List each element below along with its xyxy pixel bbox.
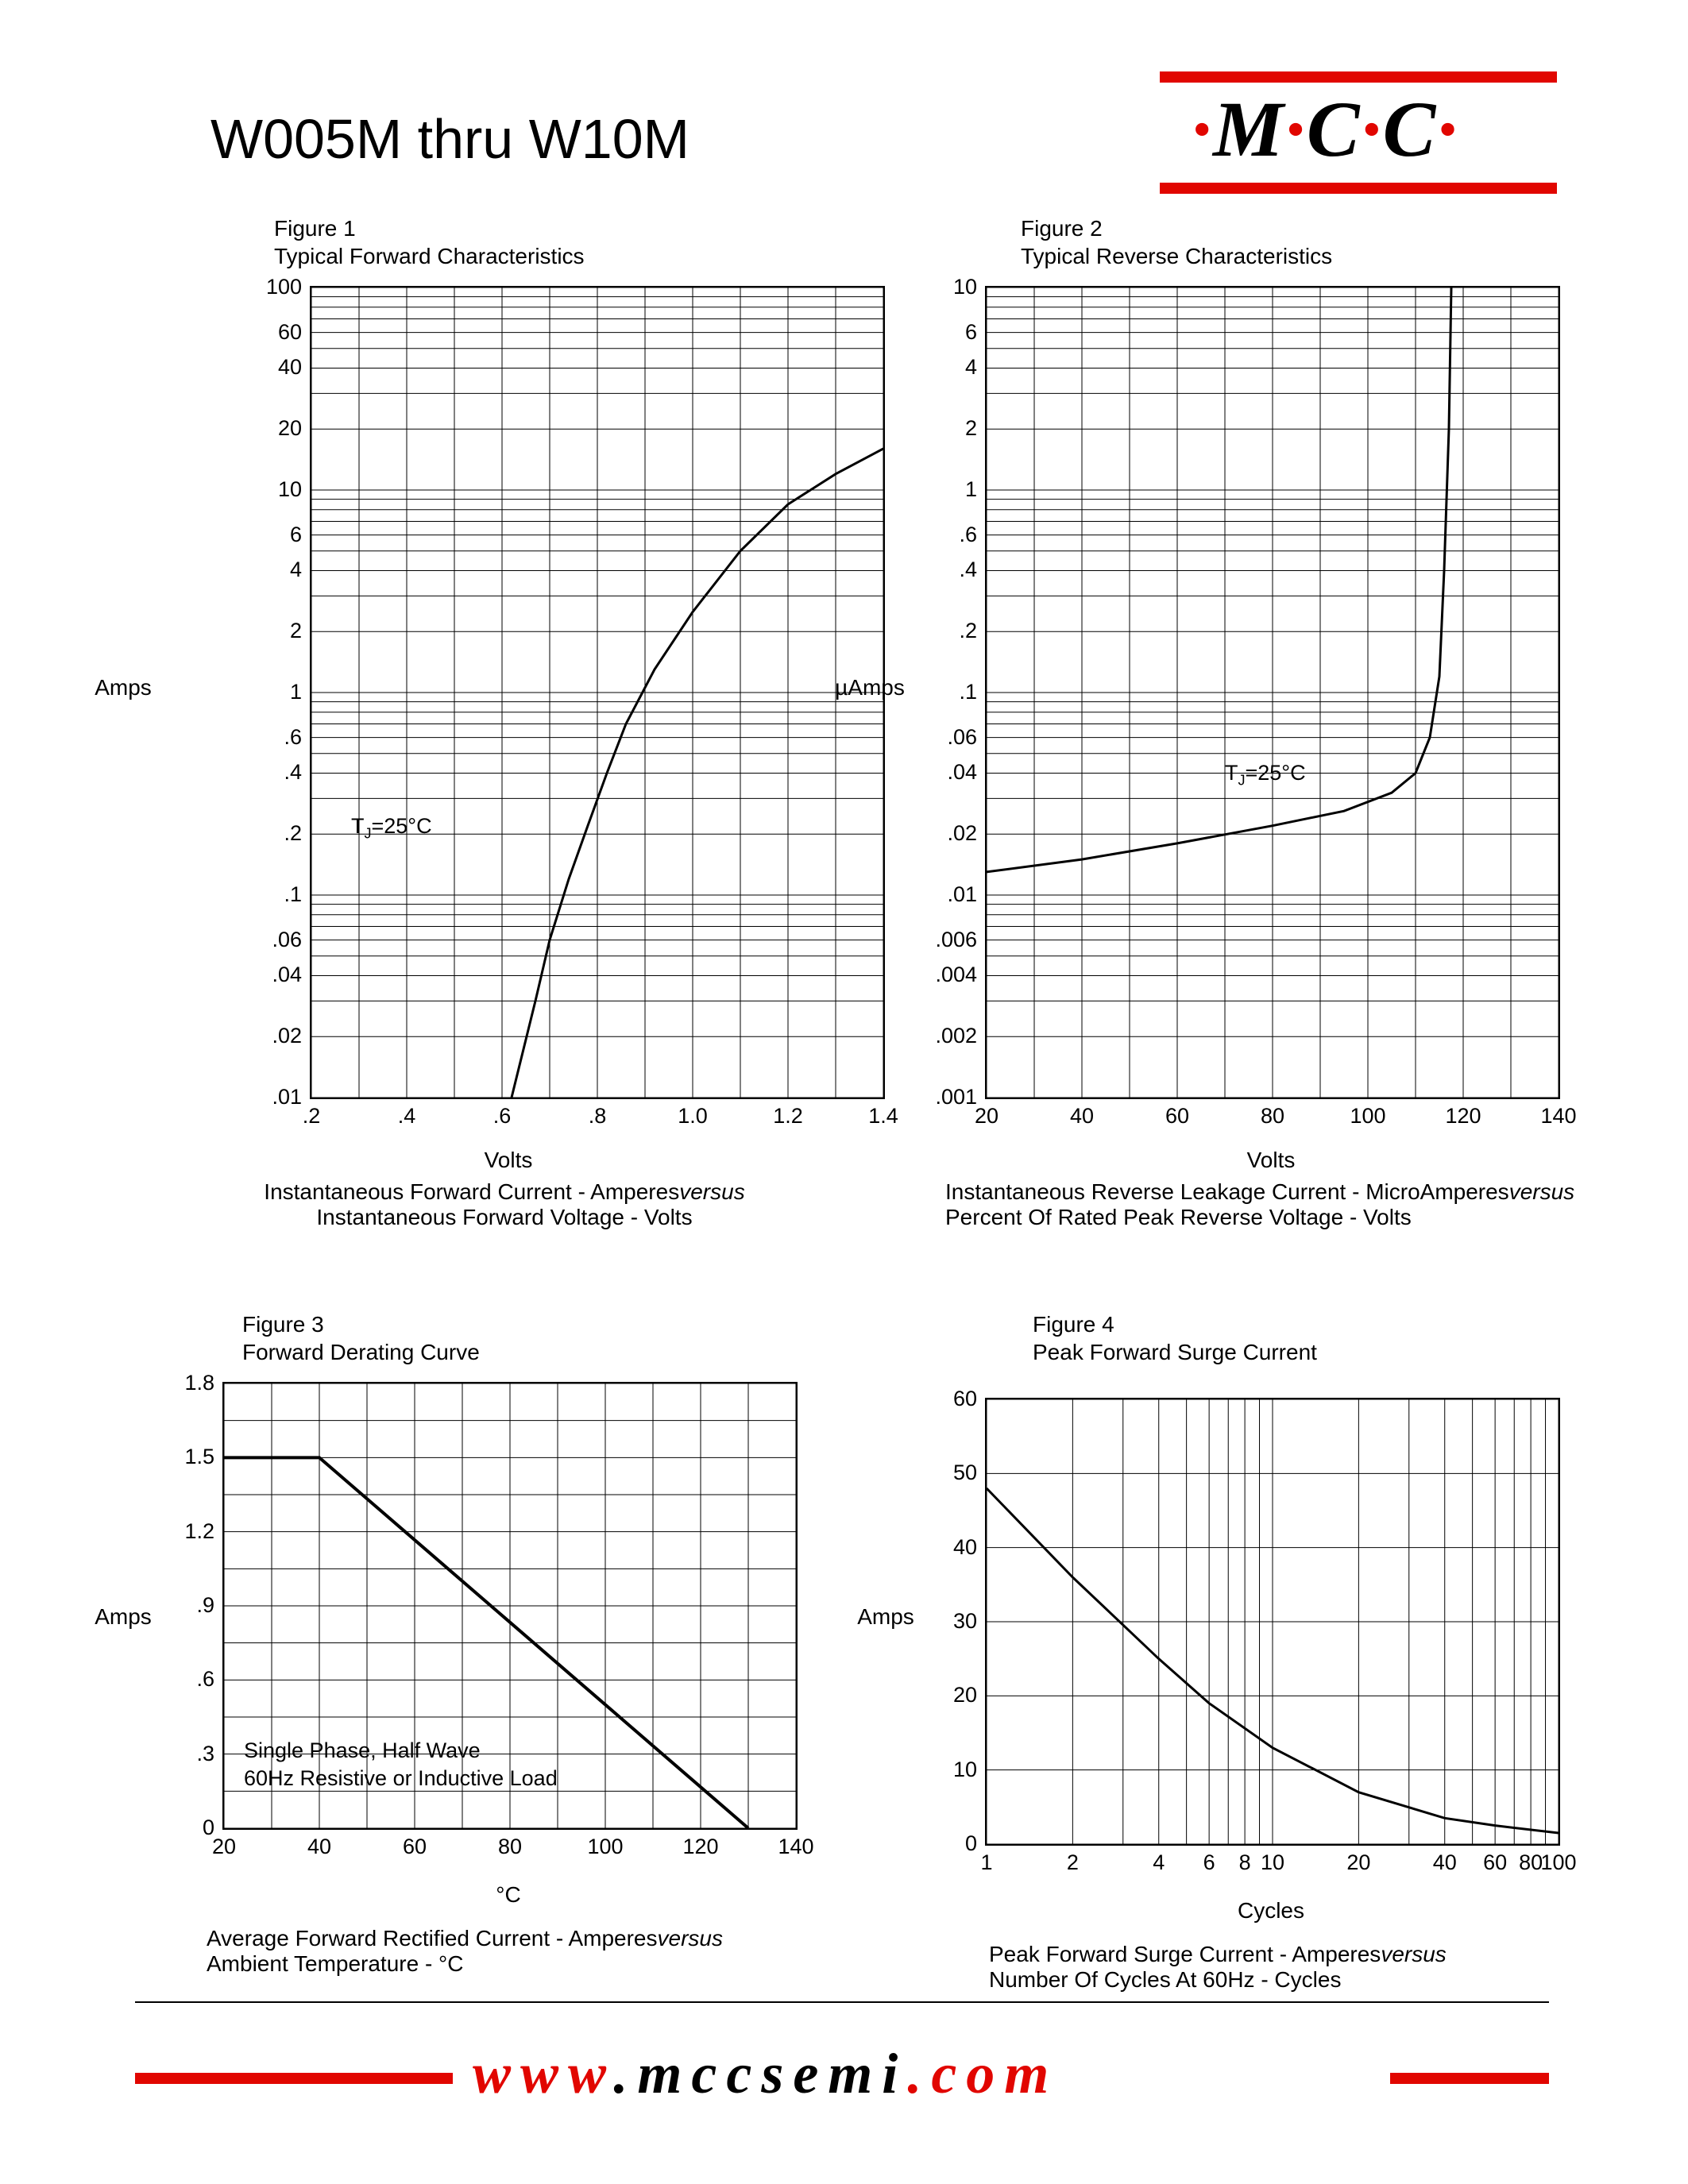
figure-1-caption: Instantaneous Forward Current - Amperesv… <box>175 1179 834 1230</box>
figure-3-label: Figure 3Forward Derating Curve <box>242 1310 794 1366</box>
figure-3-caption: Average Forward Rectified Current - Ampe… <box>207 1926 818 1977</box>
figure-4-label: Figure 4Peak Forward Surge Current <box>1033 1310 1565 1366</box>
figure-2-label: Figure 2Typical Reverse Characteristics <box>1021 214 1565 270</box>
figure-2-caption: Instantaneous Reverse Leakage Current - … <box>906 1179 1644 1230</box>
figure-3-xtitle: °C <box>222 1882 794 1908</box>
figure-4: Figure 4Peak Forward Surge Current Amps … <box>882 1310 1565 1846</box>
footer-rule <box>135 2001 1549 2003</box>
figure-3: Figure 3Forward Derating Curve Amps 2040… <box>135 1310 794 1830</box>
figure-1-ytitle: Amps <box>83 675 163 700</box>
footer-bar-left <box>135 2073 453 2084</box>
figure-1-plot: .2.4.6.81.01.21.4.01.02.04.06.1.2.4.6124… <box>310 286 885 1099</box>
figure-1-label: Figure 1Typical Forward Characteristics <box>274 214 794 270</box>
footer-url: www.mccsemi.com <box>473 2041 1058 2107</box>
header-logo: ·M·C·C· <box>1192 83 1458 175</box>
figure-2-xtitle: Volts <box>985 1148 1557 1173</box>
figure-4-xtitle: Cycles <box>985 1898 1557 1924</box>
figure-1: Figure 1Typical Forward Characteristics … <box>135 214 794 1083</box>
figure-2: Figure 2Typical Reverse Characteristics … <box>882 214 1565 1099</box>
figure-4-plot: 1246810204060801000102030405060 <box>985 1398 1560 1846</box>
page: ·M·C·C· W005M thru W10M Figure 1Typical … <box>0 0 1688 2184</box>
figure-4-caption: Peak Forward Surge Current - Amperesvers… <box>989 1942 1601 1993</box>
footer-bar-right <box>1390 2073 1549 2084</box>
figure-3-plot: 204060801001201400.3.6.91.21.51.8Single … <box>222 1382 798 1830</box>
page-title: W005M thru W10M <box>211 107 689 171</box>
figure-2-plot: 20406080100120140.001.002.004.006.01.02.… <box>985 286 1560 1099</box>
figure-1-xtitle: Volts <box>222 1148 794 1173</box>
header-bar-top <box>1160 71 1557 83</box>
header-bar-bottom <box>1160 183 1557 194</box>
